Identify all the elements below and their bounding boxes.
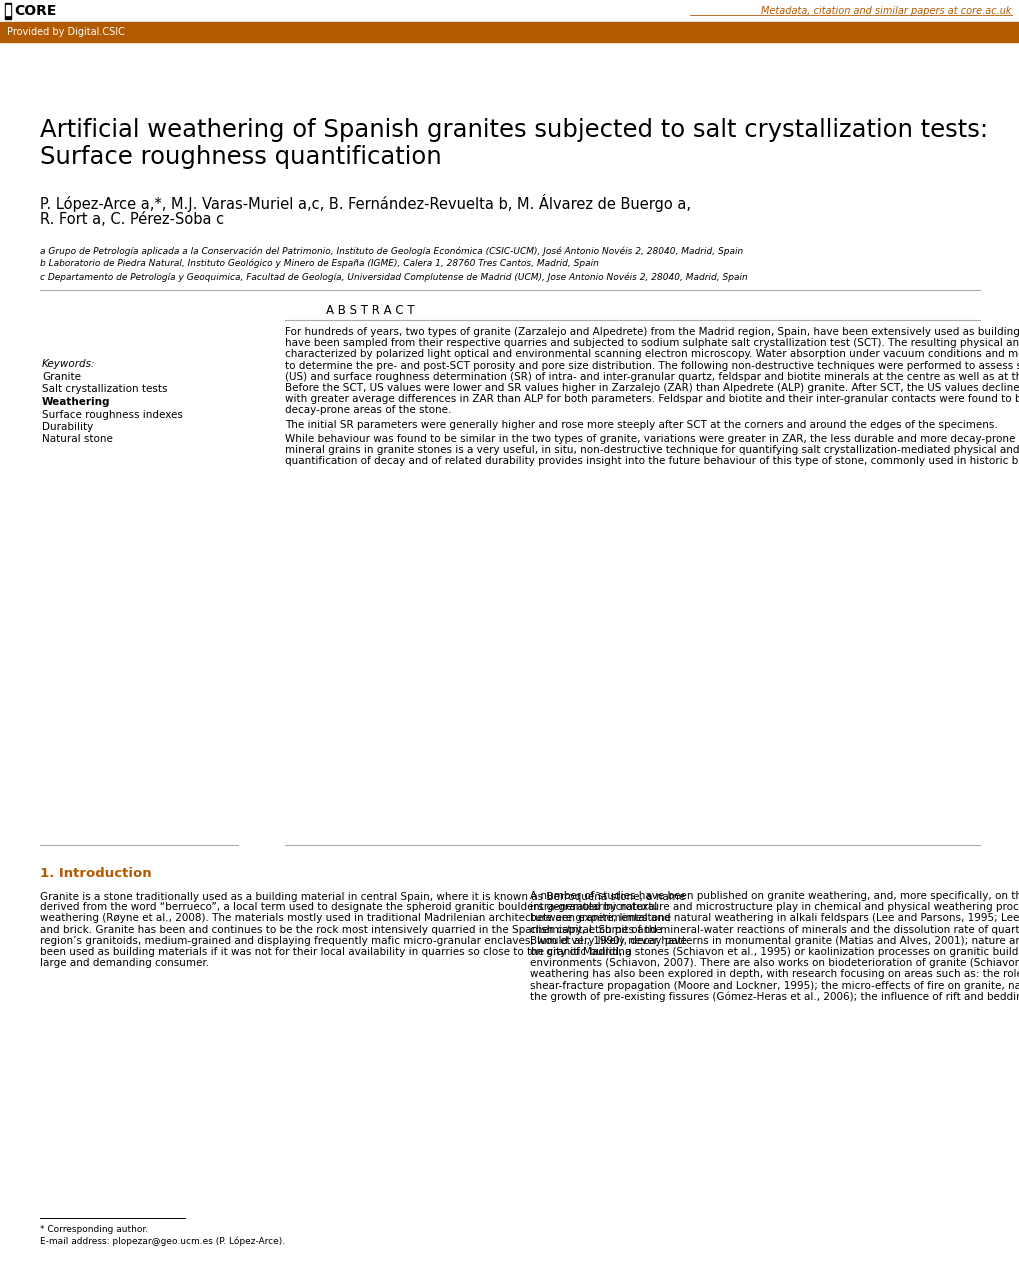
Text: b Laboratorio de Piedra Natural, Instituto Geológico y Minero de España (IGME), : b Laboratorio de Piedra Natural, Institu…	[40, 259, 598, 268]
Text: and brick. Granite has been and continues to be the rock most intensively quarri: and brick. Granite has been and continue…	[40, 924, 661, 935]
Text: decay-prone areas of the stone.: decay-prone areas of the stone.	[284, 405, 451, 415]
Text: Surface roughness quantification: Surface roughness quantification	[40, 145, 441, 169]
Text: Salt crystallization tests: Salt crystallization tests	[42, 385, 167, 395]
Text: Surface roughness indexes: Surface roughness indexes	[42, 409, 182, 419]
Text: Weathering: Weathering	[42, 397, 110, 406]
Bar	[6, 5, 10, 15]
Text: Durability: Durability	[42, 422, 93, 432]
Text: Keywords:: Keywords:	[42, 359, 96, 369]
Text: been used as building materials if it was not for their local availability in qu: been used as building materials if it wa…	[40, 947, 631, 956]
Bar	[0, 22, 1019, 42]
Text: with greater average differences in ZAR than ALP for both parameters. Feldspar a: with greater average differences in ZAR …	[284, 394, 1019, 404]
Text: large and demanding consumer.: large and demanding consumer.	[40, 958, 209, 968]
Text: region’s granitoids, medium-grained and displaying frequently mafic micro-granul: region’s granitoids, medium-grained and …	[40, 936, 686, 946]
Text: c Departamento de Petrología y Geoquimica, Facultad de Geología, Universidad Com: c Departamento de Petrología y Geoquimic…	[40, 272, 747, 282]
Text: a Grupo de Petrología aplicada a la Conservación del Patrimonio, Instituto de Ge: a Grupo de Petrología aplicada a la Cons…	[40, 246, 743, 255]
Text: E-mail address: plopezar@geo.ucm.es (P. López-Arce).: E-mail address: plopezar@geo.ucm.es (P. …	[40, 1237, 285, 1246]
Text: Natural stone: Natural stone	[42, 435, 113, 445]
Text: P. López-Arce a,*, M.J. Varas-Muriel a,c, B. Fernández-Revuelta b, M. Álvarez de: P. López-Arce a,*, M.J. Varas-Muriel a,c…	[40, 194, 690, 212]
Text: Before the SCT, US values were lower and SR values higher in Zarzalejo (ZAR) tha: Before the SCT, US values were lower and…	[284, 383, 1019, 394]
Text: shear-fracture propagation (Moore and Lockner, 1995); the micro-effects of fire : shear-fracture propagation (Moore and Lo…	[530, 981, 1019, 991]
Text: the growth of pre-existing fissures (Gómez-Heras et al., 2006); the influence of: the growth of pre-existing fissures (Góm…	[530, 992, 1019, 1003]
Text: on granitic building stones (Schiavon et al., 1995) or kaolinization processes o: on granitic building stones (Schiavon et…	[530, 947, 1019, 956]
Text: intra-granularmicrotexture and microstructure play in chemical and physical weat: intra-granularmicrotexture and microstru…	[530, 903, 1019, 913]
Bar	[5, 3, 11, 19]
Text: between experimental and natural weathering in alkali feldspars (Lee and Parsons: between experimental and natural weather…	[530, 913, 1019, 923]
Text: A B S T R A C T: A B S T R A C T	[325, 304, 414, 317]
Text: The initial SR parameters were generally higher and rose more steeply after SCT : The initial SR parameters were generally…	[284, 419, 997, 429]
Text: weathering has also been explored in depth, with research focusing on areas such: weathering has also been explored in dep…	[530, 969, 1019, 979]
Text: weathering (Røyne et al., 2008). The materials mostly used in traditional Madril: weathering (Røyne et al., 2008). The mat…	[40, 913, 671, 923]
Text: derived from the word “berrueco”, a local term used to designate the spheroid gr: derived from the word “berrueco”, a loca…	[40, 903, 656, 913]
Text: characterized by polarized light optical and environmental scanning electron mic: characterized by polarized light optical…	[284, 350, 1019, 359]
Text: Artificial weathering of Spanish granites subjected to salt crystallization test: Artificial weathering of Spanish granite…	[40, 118, 987, 142]
Text: For hundreds of years, two types of granite (Zarzalejo and Alpedrete) from the M: For hundreds of years, two types of gran…	[284, 327, 1019, 337]
Text: Provided by Digital.CSIC: Provided by Digital.CSIC	[7, 27, 124, 37]
Text: to determine the pre- and post-SCT porosity and pore size distribution. The foll: to determine the pre- and post-SCT poros…	[284, 360, 1019, 370]
Text: Granite is a stone traditionally used as a building material in central Spain, w: Granite is a stone traditionally used as…	[40, 891, 685, 901]
Text: Blum et al., 1990), decay patterns in monumental granite (Matias and Alves, 2001: Blum et al., 1990), decay patterns in mo…	[530, 936, 1019, 946]
Text: mineral grains in granite stones is a very useful, in situ, non-destructive tech: mineral grains in granite stones is a ve…	[284, 445, 1019, 455]
Text: Metadata, citation and similar papers at core.ac.uk: Metadata, citation and similar papers at…	[761, 6, 1011, 15]
Text: (US) and surface roughness determination (SR) of intra- and inter-granular quart: (US) and surface roughness determination…	[284, 372, 1019, 382]
Text: While behaviour was found to be similar in the two types of granite, variations : While behaviour was found to be similar …	[284, 433, 1019, 444]
Text: CORE: CORE	[14, 4, 56, 18]
Text: environments (Schiavon, 2007). There are also works on biodeterioration of grani: environments (Schiavon, 2007). There are…	[530, 958, 1019, 968]
Text: R. Fort a, C. Pérez-Soba c: R. Fort a, C. Pérez-Soba c	[40, 212, 224, 227]
Text: have been sampled from their respective quarries and subjected to sodium sulphat: have been sampled from their respective …	[284, 338, 1019, 349]
Text: chemistry, etch pits and mineral-water reactions of minerals and the dissolution: chemistry, etch pits and mineral-water r…	[530, 924, 1019, 935]
Text: A number of studies have been published on granite weathering, and, more specifi: A number of studies have been published …	[530, 891, 1019, 901]
Text: quantification of decay and of related durability provides insight into the futu: quantification of decay and of related d…	[284, 456, 1019, 467]
Text: 1. Introduction: 1. Introduction	[40, 867, 152, 879]
Text: Granite: Granite	[42, 372, 81, 382]
Text: * Corresponding author.: * Corresponding author.	[40, 1226, 148, 1235]
